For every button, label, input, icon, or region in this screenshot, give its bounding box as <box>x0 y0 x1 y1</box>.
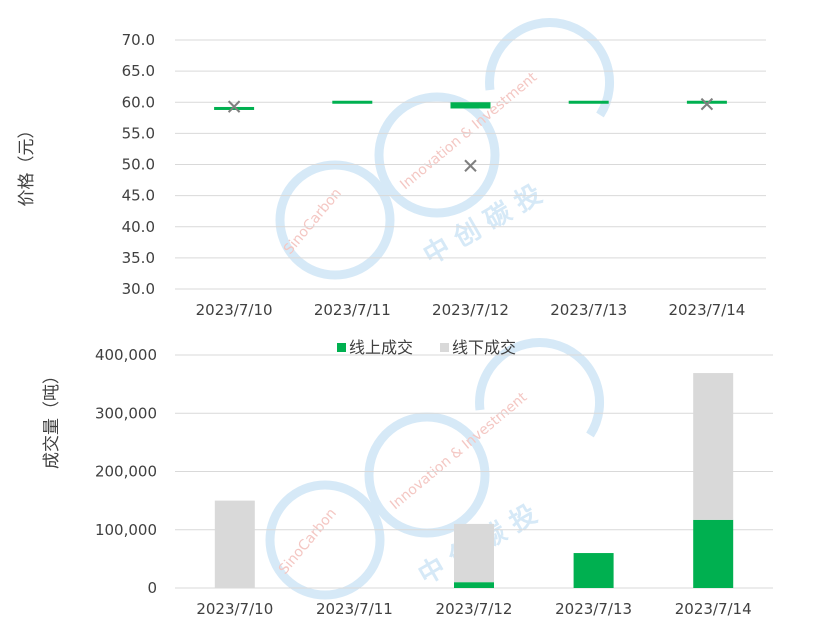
volume-x-tick-label: 2023/7/14 <box>675 600 752 618</box>
volume-bar-online <box>693 519 734 588</box>
price-x-marker-stroke <box>700 97 714 111</box>
volume-x-tick-label: 2023/7/10 <box>196 600 273 618</box>
watermark-line1: Innovation & Investment <box>397 69 540 193</box>
price-y-tick-label: 35.0 <box>122 249 155 267</box>
price-y-tick-label: 60.0 <box>122 93 155 111</box>
price-x-marker <box>700 97 714 111</box>
volume-x-tick-label: 2023/7/12 <box>436 600 513 618</box>
watermark-ring <box>265 480 385 600</box>
legend: 线上成交 线下成交 <box>337 338 516 357</box>
watermark-line1: Innovation & Investment <box>387 389 530 513</box>
volume-y-tick-label: 200,000 <box>95 463 157 481</box>
legend-label-offline: 线下成交 <box>452 338 516 357</box>
volume-y-tick-label: 100,000 <box>95 521 157 539</box>
price-gridlines <box>175 39 766 290</box>
watermark-brand-en: SinoCarbon <box>281 186 345 258</box>
price-y-tick-labels: 30.0 35.0 40.0 45.0 50.0 55.0 60.0 65.0 70.0 <box>122 31 155 298</box>
volume-x-tick-labels: 2023/7/10 2023/7/11 2023/7/12 2023/7/13 2023… <box>196 600 751 618</box>
price-x-tick-labels: 2023/7/10 2023/7/11 2023/7/12 2023/7/13 2023… <box>196 301 746 319</box>
price-y-tick-label: 50.0 <box>122 156 155 174</box>
price-x-tick-label: 2023/7/13 <box>550 301 627 319</box>
volume-y-axis-label: 成交量（吨） <box>42 367 62 469</box>
volume-gridlines <box>175 354 773 589</box>
volume-bar-online <box>573 553 614 588</box>
volume-bar-offline <box>693 373 734 520</box>
watermark-ring <box>475 338 604 438</box>
price-candle <box>450 102 491 109</box>
volume-y-tick-label: 400,000 <box>95 346 157 364</box>
watermark-ring <box>485 18 614 118</box>
watermark-ring <box>275 160 395 280</box>
volume-x-tick-label: 2023/7/13 <box>555 600 632 618</box>
volume-x-tick-label: 2023/7/11 <box>316 600 393 618</box>
watermark-ring <box>364 412 490 538</box>
price-y-tick-label: 30.0 <box>122 280 155 298</box>
price-candle <box>332 100 373 104</box>
volume-y-tick-label: 0 <box>147 579 157 597</box>
volume-y-tick-label: 300,000 <box>95 404 157 422</box>
price-y-tick-label: 55.0 <box>122 124 155 142</box>
volume-bar-online <box>454 582 494 588</box>
price-x-tick-label: 2023/7/12 <box>432 301 509 319</box>
price-candle <box>568 100 609 104</box>
price-y-tick-label: 40.0 <box>122 218 155 236</box>
legend-label-online: 线上成交 <box>349 338 413 357</box>
price-x-tick-label: 2023/7/10 <box>196 301 273 319</box>
price-y-tick-label: 70.0 <box>122 31 155 49</box>
price-y-axis-label: 价格（元） <box>17 122 37 207</box>
price-x-tick-label: 2023/7/14 <box>668 301 745 319</box>
price-y-tick-label: 65.0 <box>122 62 155 80</box>
price-x-marker <box>227 100 241 113</box>
volume-bar-offline <box>454 523 494 583</box>
price-x-tick-label: 2023/7/11 <box>314 301 391 319</box>
price-candle <box>686 100 727 104</box>
watermark-brand-en: SinoCarbon <box>276 506 340 578</box>
legend-swatch-online <box>337 343 346 352</box>
volume-y-tick-labels: 0 100,000 200,000 300,000 400,000 <box>95 346 157 597</box>
price-x-marker-stroke <box>464 159 477 172</box>
price-chart: 30.0 35.0 40.0 45.0 50.0 55.0 60.0 65.0 70.0 202… <box>17 31 766 319</box>
volume-bars <box>214 373 734 588</box>
price-x-marker-stroke <box>227 100 241 113</box>
price-marks <box>214 97 727 172</box>
price-x-marker <box>464 159 477 172</box>
volume-bar-offline <box>214 500 255 588</box>
legend-swatch-offline <box>440 343 449 352</box>
price-candle <box>214 106 255 110</box>
watermark-ring <box>374 92 500 218</box>
price-y-tick-label: 45.0 <box>122 187 155 205</box>
